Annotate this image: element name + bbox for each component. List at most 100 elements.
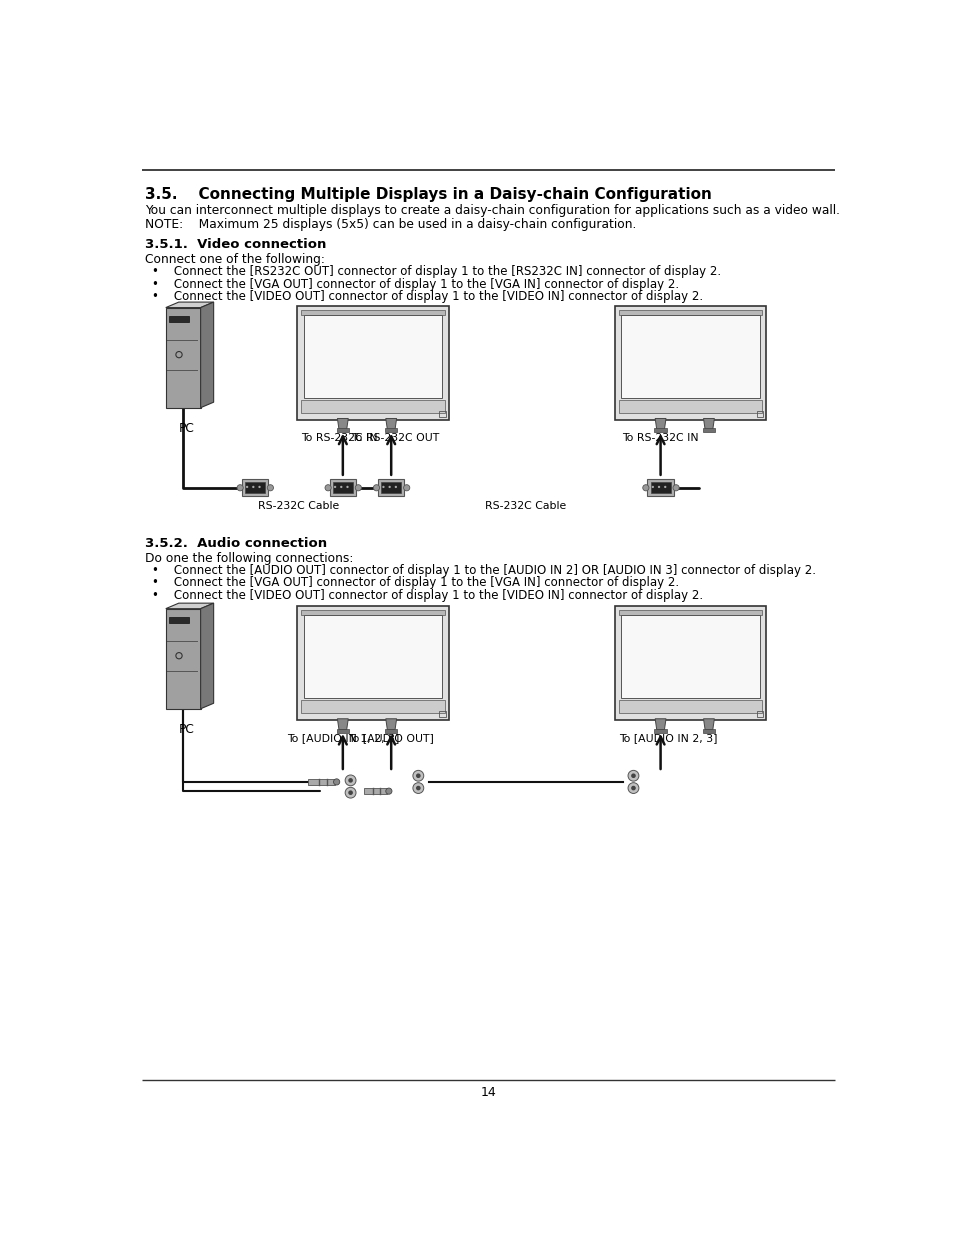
Text: PC: PC — [178, 722, 194, 736]
Bar — [303, 315, 442, 398]
Bar — [620, 315, 760, 398]
Bar — [364, 788, 387, 794]
Circle shape — [346, 485, 348, 488]
Circle shape — [413, 771, 423, 782]
Circle shape — [627, 783, 639, 793]
Bar — [336, 729, 349, 732]
Circle shape — [373, 484, 379, 490]
Bar — [169, 316, 190, 322]
Bar — [615, 306, 765, 420]
Bar — [702, 429, 715, 432]
Circle shape — [403, 484, 410, 490]
Circle shape — [252, 485, 254, 488]
Text: •    Connect the [AUDIO OUT] connector of display 1 to the [AUDIO IN 2] OR [AUDI: • Connect the [AUDIO OUT] connector of d… — [152, 564, 815, 577]
Text: RS-232C Cable: RS-232C Cable — [485, 501, 566, 511]
Circle shape — [416, 773, 420, 778]
Bar — [380, 483, 401, 493]
Text: •    Connect the [VIDEO OUT] connector of display 1 to the [VIDEO IN] connector : • Connect the [VIDEO OUT] connector of d… — [152, 290, 702, 303]
Polygon shape — [166, 609, 200, 709]
Circle shape — [642, 484, 648, 490]
Text: To RS-232C OUT: To RS-232C OUT — [351, 433, 438, 443]
Bar — [654, 429, 666, 432]
Bar — [757, 411, 762, 417]
Polygon shape — [337, 419, 348, 430]
Circle shape — [651, 485, 654, 488]
Bar — [245, 483, 265, 493]
Circle shape — [631, 773, 635, 778]
Bar — [308, 779, 335, 785]
Bar — [333, 483, 353, 493]
Bar — [336, 429, 349, 432]
Bar — [439, 411, 445, 417]
Bar — [615, 606, 765, 720]
Circle shape — [348, 778, 353, 783]
Bar — [169, 616, 190, 624]
Text: To [AUDIO OUT]: To [AUDIO OUT] — [348, 734, 434, 743]
Bar — [301, 400, 444, 412]
Bar — [385, 729, 397, 732]
Circle shape — [258, 485, 260, 488]
Circle shape — [345, 787, 355, 798]
Circle shape — [334, 779, 339, 785]
Text: NOTE:    Maximum 25 displays (5x5) can be used in a daisy-chain configuration.: NOTE: Maximum 25 displays (5x5) can be u… — [145, 217, 636, 231]
Text: PC: PC — [178, 421, 194, 435]
Circle shape — [340, 485, 342, 488]
Circle shape — [416, 785, 420, 790]
Circle shape — [413, 783, 423, 793]
Text: •    Connect the [VGA OUT] connector of display 1 to the [VGA IN] connector of d: • Connect the [VGA OUT] connector of dis… — [152, 577, 679, 589]
Bar — [650, 483, 670, 493]
Bar — [377, 479, 404, 496]
Polygon shape — [166, 603, 213, 609]
Text: •    Connect the [VIDEO OUT] connector of display 1 to the [VIDEO IN] connector : • Connect the [VIDEO OUT] connector of d… — [152, 589, 702, 601]
Circle shape — [236, 484, 243, 490]
Bar — [618, 400, 761, 412]
Polygon shape — [702, 419, 714, 430]
Polygon shape — [337, 719, 348, 730]
Circle shape — [246, 485, 248, 488]
Polygon shape — [200, 303, 213, 408]
Circle shape — [672, 484, 679, 490]
Text: To RS-232C IN: To RS-232C IN — [621, 433, 699, 443]
Bar — [654, 729, 666, 732]
Polygon shape — [166, 308, 200, 408]
Circle shape — [631, 785, 635, 790]
Text: You can interconnect multiple displays to create a daisy-chain configuration for: You can interconnect multiple displays t… — [145, 205, 839, 217]
Bar — [618, 700, 761, 713]
Circle shape — [663, 485, 666, 488]
Text: Do one the following connections:: Do one the following connections: — [145, 552, 353, 564]
Text: To RS-232C IN: To RS-232C IN — [300, 433, 376, 443]
Text: 3.5.2.  Audio connection: 3.5.2. Audio connection — [145, 537, 327, 550]
Text: To [AUDIO IN 2, 3]: To [AUDIO IN 2, 3] — [618, 734, 717, 743]
Bar — [301, 310, 444, 315]
Bar — [647, 479, 673, 496]
Text: •    Connect the [VGA OUT] connector of display 1 to the [VGA IN] connector of d: • Connect the [VGA OUT] connector of dis… — [152, 278, 679, 290]
Polygon shape — [702, 719, 714, 730]
Circle shape — [325, 484, 331, 490]
Bar — [620, 615, 760, 698]
Circle shape — [355, 484, 361, 490]
Bar — [618, 610, 761, 615]
Text: RS-232C Cable: RS-232C Cable — [258, 501, 339, 511]
Text: To [AUDIO IN 1, 2, 3]: To [AUDIO IN 1, 2, 3] — [286, 734, 398, 743]
Bar — [618, 310, 761, 315]
Text: 14: 14 — [480, 1086, 497, 1099]
Polygon shape — [166, 303, 213, 308]
Polygon shape — [655, 419, 665, 430]
Text: 3.5.    Connecting Multiple Displays in a Daisy-chain Configuration: 3.5. Connecting Multiple Displays in a D… — [145, 186, 711, 201]
Polygon shape — [200, 603, 213, 709]
Circle shape — [388, 485, 391, 488]
Text: Connect one of the following:: Connect one of the following: — [145, 253, 324, 266]
Circle shape — [658, 485, 659, 488]
Bar — [702, 729, 715, 732]
Text: •    Connect the [RS232C OUT] connector of display 1 to the [RS232C IN] connecto: • Connect the [RS232C OUT] connector of … — [152, 266, 720, 278]
Polygon shape — [655, 719, 665, 730]
Bar — [330, 479, 355, 496]
Text: 3.5.1.  Video connection: 3.5.1. Video connection — [145, 237, 326, 251]
Circle shape — [382, 485, 384, 488]
Circle shape — [267, 484, 274, 490]
Bar — [241, 479, 268, 496]
Bar — [385, 429, 397, 432]
Polygon shape — [385, 719, 396, 730]
Bar — [301, 610, 444, 615]
Circle shape — [334, 485, 335, 488]
